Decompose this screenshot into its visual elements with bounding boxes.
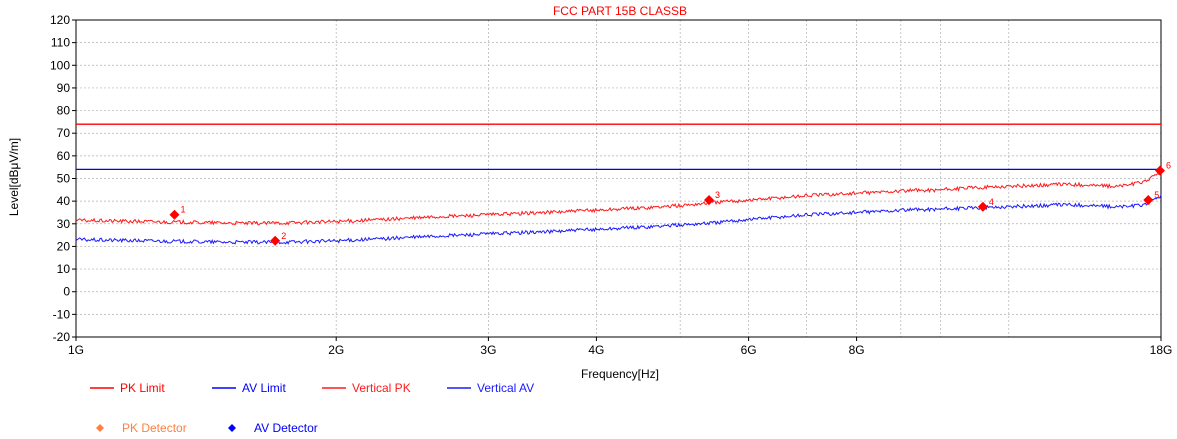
y-tick-label: 70	[57, 126, 71, 140]
y-tick-label: 50	[57, 172, 71, 186]
legend-label: Vertical PK	[352, 381, 411, 395]
y-tick-label: 120	[50, 13, 70, 27]
marker-diamond	[977, 201, 988, 212]
legend-item-pk-detector: PK Detector	[96, 421, 187, 435]
y-tick-label: 20	[57, 239, 71, 253]
y-tick-label: -10	[53, 307, 71, 321]
x-tick-label: 4G	[588, 343, 604, 357]
plot-area	[75, 19, 1162, 338]
x-tick-label: 3G	[480, 343, 496, 357]
detector-markers: 1 2 3 4 5 6	[169, 161, 1171, 246]
grid	[75, 19, 1162, 338]
x-axis-label: Frequency[Hz]	[581, 367, 659, 381]
x-tick-label: 2G	[328, 343, 344, 357]
y-tick-label: 100	[50, 58, 70, 72]
y-tick-label: 40	[57, 194, 71, 208]
x-tick-label: 8G	[849, 343, 865, 357]
marker-5: 5	[1143, 190, 1159, 206]
y-tick-label: -20	[53, 330, 71, 344]
marker-diamond	[1143, 195, 1154, 206]
legend-label: PK Limit	[120, 381, 165, 395]
legend-item-av-limit: AV Limit	[212, 381, 286, 395]
y-tick-label: 80	[57, 104, 71, 118]
marker-6: 6	[1154, 161, 1171, 176]
marker-label: 4	[989, 197, 994, 207]
y-tick-label: 90	[57, 81, 71, 95]
legend-item-pk-limit: PK Limit	[90, 381, 165, 395]
marker-label: 2	[281, 231, 286, 241]
legend-label: AV Limit	[242, 381, 286, 395]
x-tick-label: 18G	[1150, 343, 1173, 357]
marker-label: 6	[1166, 161, 1171, 171]
legend-label: PK Detector	[122, 421, 187, 435]
marker-4: 4	[977, 197, 994, 212]
y-tick-label: 110	[51, 36, 70, 50]
marker-label: 3	[715, 190, 720, 200]
legend-diamond-swatch	[228, 424, 236, 432]
marker-diamond	[270, 235, 281, 246]
marker-diamond	[169, 209, 180, 220]
y-tick-label: 10	[57, 262, 71, 276]
x-tick-label: 6G	[741, 343, 757, 357]
legend-item-vertical-av: Vertical AV	[447, 381, 534, 395]
marker-diamond	[1154, 165, 1165, 176]
legend: PK Limit AV Limit Vertical PK Vertical AV PK…	[90, 381, 534, 435]
marker-3: 3	[704, 190, 720, 206]
x-tick-label: 1G	[68, 343, 84, 357]
y-tick-label: 30	[57, 217, 71, 231]
marker-2: 2	[270, 231, 286, 246]
marker-label: 1	[180, 205, 185, 215]
series-vertical-pk	[75, 170, 1162, 226]
chart-title: FCC PART 15B CLASSB	[553, 4, 687, 18]
y-tick-label: 60	[57, 149, 71, 163]
y-axis-label: Level[dBμV/m]	[7, 138, 21, 216]
legend-diamond-swatch	[96, 424, 104, 432]
marker-1: 1	[169, 205, 186, 220]
legend-item-av-detector: AV Detector	[228, 421, 318, 435]
marker-diamond	[704, 195, 715, 206]
marker-label: 5	[1154, 190, 1159, 200]
legend-item-vertical-pk: Vertical PK	[322, 381, 411, 395]
legend-label: AV Detector	[254, 421, 318, 435]
x-axis-ticks: 1G 2G 3G 4G 6G 8G 18G	[68, 337, 1172, 357]
series-lines	[75, 123, 1162, 245]
series-vertical-av	[75, 194, 1162, 245]
y-tick-label: 0	[63, 285, 70, 299]
legend-label: Vertical AV	[477, 381, 534, 395]
